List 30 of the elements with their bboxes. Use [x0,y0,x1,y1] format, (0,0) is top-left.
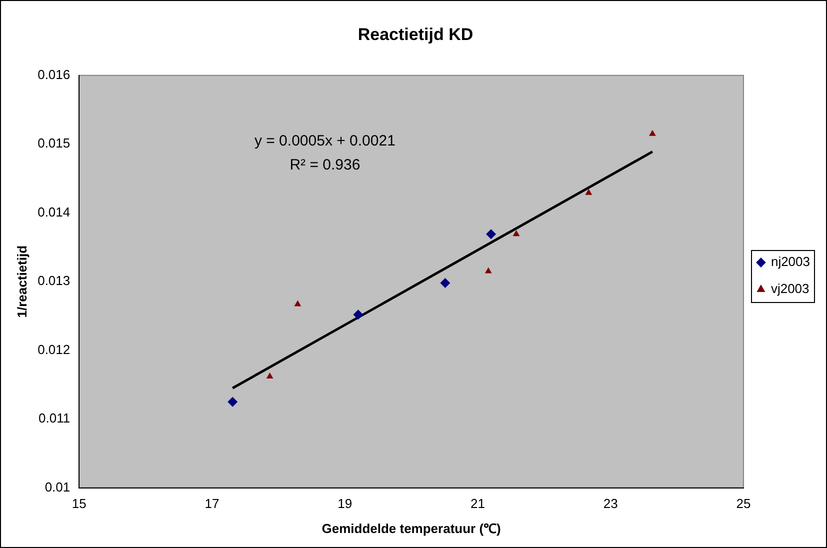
point [228,396,238,407]
x-tick-label: 17 [204,496,220,512]
point [585,188,592,195]
x-tick-label: 25 [736,496,751,512]
legend-label: vj2003 [770,281,810,296]
point [486,229,496,240]
y-tick-label: 0.016 [38,66,70,82]
x-tick-label: 15 [72,496,86,512]
x-tick-label: 23 [603,496,618,512]
legend-label: nj2003 [770,254,810,270]
point [648,130,656,136]
annotation: y = 0.0005x + 0.0021 [254,132,396,150]
y-tick-label: 0.015 [38,136,70,151]
y-tick-label: 0.013 [38,273,70,288]
y-axis-title: 1/reactietijd [14,245,30,318]
point [484,267,492,274]
point [353,310,364,320]
point [512,230,520,236]
point [266,372,274,378]
y-tick-label: 0.01 [44,479,70,494]
chart-title: Reactietijd KD [358,24,474,44]
x-axis-title: Gemiddelde temperatuur (℃) [322,520,501,536]
x-tick-label: 19 [338,496,352,512]
y-tick-label: 0.014 [38,204,70,220]
point [294,300,302,306]
y-tick-label: 0.012 [38,342,70,357]
x-tick-label: 21 [470,496,485,512]
point [440,278,450,288]
annotation: R² = 0.936 [290,156,360,174]
y-tick-label: 0.011 [38,410,70,426]
